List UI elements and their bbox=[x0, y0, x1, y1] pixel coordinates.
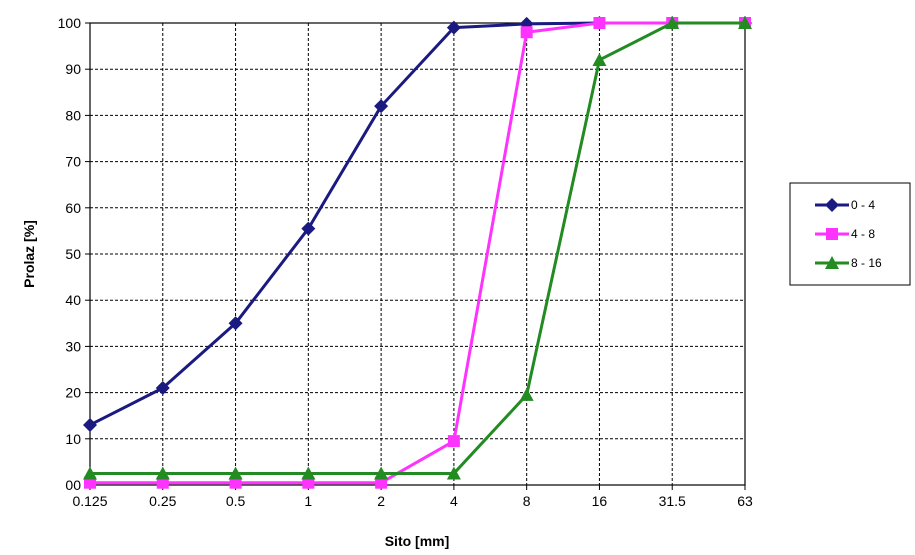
legend: 0 - 4 4 - 8 8 - 16 bbox=[789, 182, 911, 286]
x-axis-title: Sito [mm] bbox=[385, 533, 450, 549]
y-tick-label: 80 bbox=[65, 107, 81, 123]
y-axis-title: Prolaz [%] bbox=[21, 220, 37, 288]
y-tick-label: 20 bbox=[65, 385, 81, 401]
data-point bbox=[446, 20, 461, 35]
y-axis: 00 10 20 30 40 50 60 70 80 90 100 bbox=[58, 15, 90, 493]
series-2 bbox=[83, 16, 752, 480]
legend-box bbox=[789, 182, 911, 286]
data-point bbox=[446, 466, 461, 480]
data-point bbox=[447, 435, 460, 448]
data-point bbox=[738, 16, 752, 29]
y-tick-label: 40 bbox=[65, 292, 81, 308]
data-point bbox=[374, 466, 389, 480]
y-tick-label: 30 bbox=[65, 338, 81, 354]
legend-label: 8 - 16 bbox=[851, 256, 882, 270]
x-tick-label: 1 bbox=[304, 493, 312, 509]
data-point bbox=[84, 476, 96, 489]
data-point bbox=[592, 52, 607, 66]
x-tick-label: 2 bbox=[377, 493, 385, 509]
x-tick-label: 0.25 bbox=[149, 493, 176, 509]
data-point bbox=[593, 17, 606, 29]
x-tick-label: 8 bbox=[523, 493, 531, 509]
data-point bbox=[374, 99, 389, 114]
data-point bbox=[302, 476, 315, 489]
legend-marker bbox=[825, 198, 839, 212]
x-tick-label: 16 bbox=[592, 493, 608, 509]
grid bbox=[90, 23, 745, 485]
y-tick-label: 100 bbox=[58, 15, 82, 31]
y-tick-label: 50 bbox=[65, 246, 81, 262]
data-point bbox=[155, 380, 170, 395]
data-point bbox=[301, 221, 316, 236]
data-point bbox=[155, 466, 170, 480]
series-group bbox=[83, 16, 752, 489]
data-point bbox=[229, 476, 242, 489]
data-point bbox=[83, 466, 97, 480]
x-axis: 0.125 0.25 0.5 1 2 4 8 16 31.5 63 bbox=[72, 485, 753, 509]
x-tick-label: 0.125 bbox=[72, 493, 107, 509]
data-point bbox=[156, 476, 169, 489]
y-tick-label: 00 bbox=[65, 477, 81, 493]
x-tick-label: 0.5 bbox=[226, 493, 246, 509]
legend-label: 4 - 8 bbox=[851, 227, 875, 241]
y-tick-label: 70 bbox=[65, 154, 81, 170]
x-tick-label: 4 bbox=[450, 493, 458, 509]
data-point bbox=[301, 466, 316, 480]
legend-marker bbox=[826, 228, 838, 240]
legend-marker bbox=[825, 256, 839, 269]
y-tick-label: 90 bbox=[65, 61, 81, 77]
data-point bbox=[83, 417, 97, 432]
y-tick-label: 10 bbox=[65, 431, 81, 447]
data-point bbox=[665, 16, 680, 29]
data-point bbox=[375, 476, 388, 489]
legend-label: 0 - 4 bbox=[851, 198, 875, 212]
x-tick-label: 31.5 bbox=[659, 493, 686, 509]
series-line bbox=[90, 21, 745, 485]
data-point bbox=[520, 26, 533, 39]
data-point bbox=[228, 316, 243, 331]
y-tick-label: 60 bbox=[65, 200, 81, 216]
x-tick-label: 63 bbox=[737, 493, 753, 509]
data-point bbox=[228, 466, 243, 480]
data-point bbox=[519, 387, 534, 401]
series-line bbox=[90, 21, 745, 475]
